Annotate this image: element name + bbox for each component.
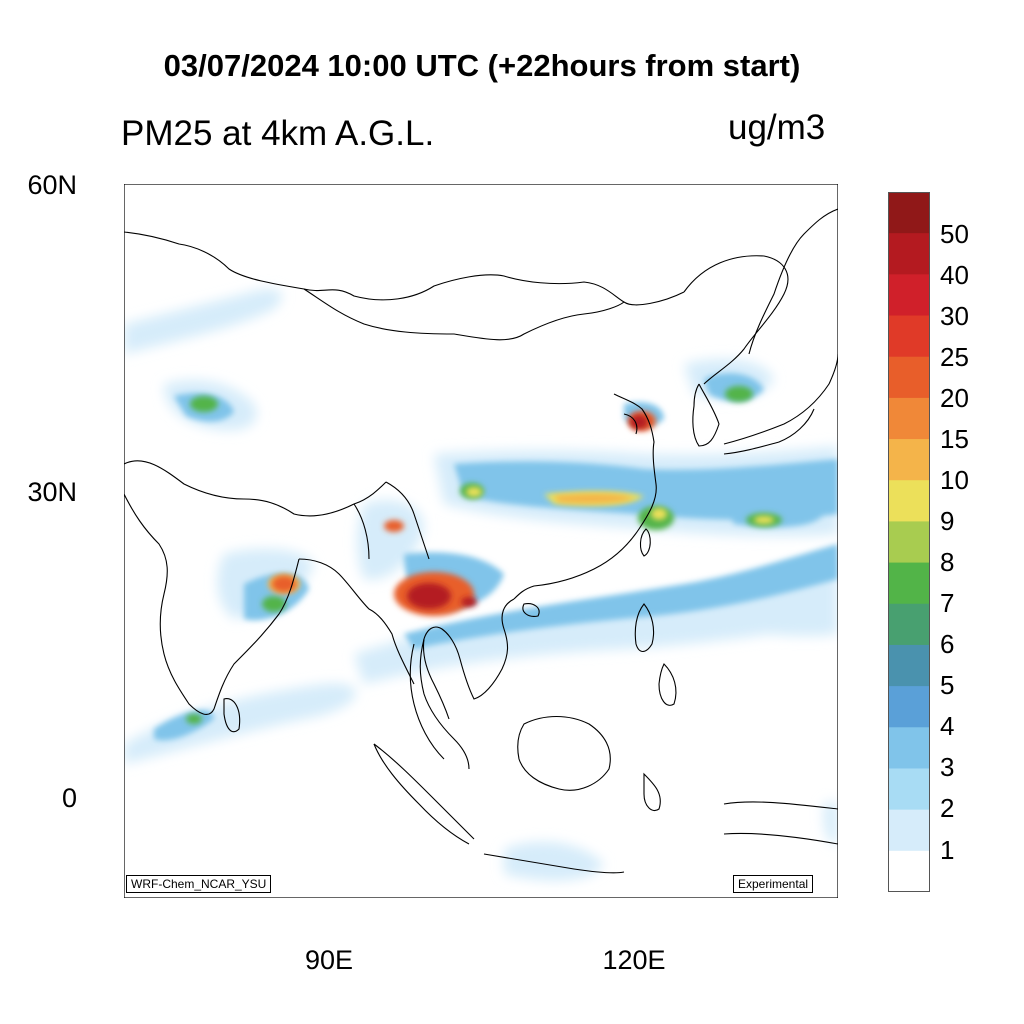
map-title: 03/07/2024 10:00 UTC (+22hours from star… [163, 48, 801, 83]
colorbar-swatch [888, 562, 930, 605]
colorbar-label-50: 50 [940, 219, 969, 249]
colorbar-swatch [888, 233, 930, 275]
colorbar-label-6: 6 [940, 629, 955, 659]
colorbar-label-9: 9 [940, 506, 955, 536]
lon-label-90e: 90E [304, 945, 354, 975]
colorbar-swatch [888, 356, 930, 399]
colorbar-swatch [888, 439, 930, 481]
colorbar-label-25: 25 [940, 342, 969, 372]
colorbar-label-4: 4 [940, 711, 955, 741]
colorbar-label-5: 5 [940, 670, 955, 700]
colorbar-label-20: 20 [940, 383, 969, 413]
colorbar-swatch [888, 521, 930, 564]
colorbar-label-1: 1 [940, 835, 955, 865]
colorbar-swatch [888, 686, 930, 728]
pm25-map [124, 184, 838, 898]
variable-label: PM25 at 4km A.G.L. [121, 114, 435, 153]
colorbar [888, 192, 930, 892]
colorbar-swatch [888, 603, 930, 646]
colorbar-swatch [888, 809, 930, 852]
colorbar-swatch [888, 315, 930, 358]
colorbar-swatch [888, 192, 930, 234]
model-name-label: WRF-Chem_NCAR_YSU [126, 875, 272, 893]
colorbar-swatch [888, 850, 930, 892]
coastlines [124, 208, 838, 874]
experimental-label: Experimental [733, 875, 814, 893]
lat-label-60n: 60N [27, 170, 77, 200]
lat-label-0: 0 [61, 783, 77, 813]
lon-label-120e: 120E [602, 945, 666, 975]
colorbar-swatch [888, 644, 930, 687]
colorbar-label-30: 30 [940, 301, 969, 331]
colorbar-label-2: 2 [940, 793, 955, 823]
colorbar-label-8: 8 [940, 547, 955, 577]
colorbar-label-10: 10 [940, 465, 969, 495]
units-label: ug/m3 [728, 108, 826, 147]
colorbar-label-3: 3 [940, 752, 955, 782]
colorbar-swatch [888, 274, 930, 317]
lat-label-30n: 30N [27, 477, 77, 507]
colorbar-swatch [888, 768, 930, 811]
colorbar-swatch [888, 397, 930, 440]
colorbar-swatch [888, 480, 930, 522]
colorbar-label-7: 7 [940, 588, 955, 618]
colorbar-swatch [888, 727, 930, 769]
colorbar-label-40: 40 [940, 260, 969, 290]
colorbar-border [888, 192, 930, 892]
colorbar-label-15: 15 [940, 424, 969, 454]
